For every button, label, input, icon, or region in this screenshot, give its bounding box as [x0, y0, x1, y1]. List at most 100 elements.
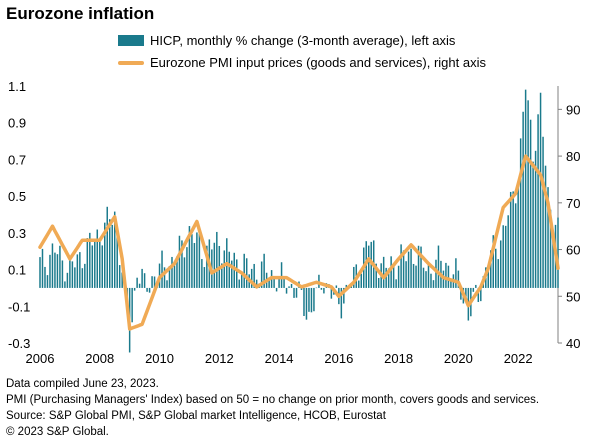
x-axis-tick-label: 2020 [444, 351, 473, 366]
hicp-bar [524, 89, 527, 288]
hicp-bar [544, 165, 547, 288]
hicp-bar [216, 231, 218, 288]
x-axis-tick-label: 2006 [26, 351, 55, 366]
hicp-bar [104, 222, 106, 288]
hicp-bar [161, 250, 163, 288]
hicp-bar [96, 229, 99, 288]
hicp-bar [278, 277, 280, 288]
hicp-bar [457, 270, 460, 288]
hicp-bar [395, 279, 397, 288]
left-axis-tick-label: 0.3 [8, 226, 26, 241]
hicp-bar [547, 187, 549, 288]
hicp-bar [138, 283, 141, 288]
hicp-bar [435, 259, 437, 288]
hicp-bar [402, 250, 405, 288]
hicp-bar [133, 287, 136, 291]
hicp-bar [255, 279, 258, 288]
hicp-bar [445, 262, 447, 288]
hicp-bar [437, 245, 440, 288]
hicp-bar [243, 253, 245, 288]
hicp-bar [39, 257, 41, 288]
hicp-bar [405, 261, 407, 288]
hicp-bar [46, 275, 49, 288]
hicp-bar [41, 248, 44, 288]
hicp-bar [320, 287, 323, 290]
right-axis-tick-label: 60 [566, 243, 580, 258]
hicp-bar [529, 119, 532, 288]
chart-title: Eurozone inflation [6, 4, 155, 23]
hicp-bar [240, 274, 243, 288]
hicp-bar [353, 266, 355, 288]
hicp-bar [507, 215, 509, 288]
hicp-bar [283, 277, 285, 288]
hicp-bar [141, 268, 143, 288]
hicp-bar [460, 287, 462, 300]
hicp-bar [268, 278, 270, 288]
hicp-bar [420, 246, 422, 288]
hicp-bar [171, 256, 173, 288]
hicp-bar [81, 268, 84, 288]
legend-item-pmi: Eurozone PMI input prices (goods and ser… [118, 55, 486, 70]
hicp-bar [79, 252, 81, 288]
hicp-bar [71, 261, 74, 288]
hicp-bar [263, 253, 265, 288]
hicp-bar [370, 241, 372, 288]
left-axis-tick-label: 0.7 [8, 152, 26, 167]
hicp-bar [432, 280, 435, 288]
hicp-bar [201, 259, 203, 288]
hicp-bar [59, 245, 61, 288]
hicp-bar [223, 250, 226, 288]
hicp-bar [407, 251, 410, 288]
hicp-bar [410, 248, 412, 288]
hicp-bar [151, 276, 153, 288]
hicp-bar [382, 256, 385, 288]
hicp-bar [522, 111, 524, 288]
hicp-bar [335, 285, 338, 288]
footnote-pmi-note: PMI (Purchasing Managers' Index) based o… [6, 394, 540, 406]
hicp-bar [116, 233, 118, 288]
hicp-bar [367, 245, 370, 288]
hicp-bar [66, 272, 69, 288]
hicp-bar [377, 277, 380, 288]
hicp-bar [492, 235, 494, 288]
hicp-bar [308, 287, 310, 312]
hicp-bar [64, 281, 66, 288]
hicp-bar [397, 265, 400, 288]
hicp-bar [183, 257, 186, 288]
hicp-bar [392, 264, 395, 288]
hicp-bar [537, 114, 539, 288]
hicp-bar [390, 256, 392, 288]
left-axis-tick-label: 0.1 [8, 263, 26, 278]
hicp-bar [425, 271, 427, 288]
hicp-bar [91, 245, 94, 288]
hicp-bar [153, 276, 156, 288]
hicp-bar [330, 287, 333, 299]
hicp-bar [514, 203, 517, 288]
footnote-source: Source: S&P Global PMI, S&P Global marke… [6, 410, 386, 422]
hicp-bar [343, 287, 345, 304]
right-axis-tick-label: 40 [566, 336, 580, 351]
hicp-bar [475, 284, 477, 288]
hicp-bar [285, 287, 288, 294]
x-axis-tick-label: 2010 [145, 351, 174, 366]
hicp-bar [89, 232, 91, 288]
hicp-bar [487, 266, 490, 288]
x-axis-tick-label: 2022 [504, 351, 533, 366]
hicp-bar [447, 265, 450, 288]
hicp-bar [305, 287, 308, 320]
hicp-bar [290, 283, 293, 288]
hicp-bar [350, 286, 353, 288]
left-axis-tick-label: -0.1 [8, 299, 30, 314]
hicp-bar [480, 287, 482, 302]
hicp-bar [502, 225, 504, 288]
hicp-bar [539, 92, 542, 288]
hicp-bar [99, 239, 101, 288]
hicp-bar [196, 232, 198, 288]
legend-swatch-hicp [118, 35, 144, 46]
hicp-bar [313, 287, 315, 312]
right-axis-tick-label: 90 [566, 102, 580, 117]
x-axis-tick-label: 2008 [85, 351, 114, 366]
hicp-bar [288, 286, 290, 288]
footnote-compiled: Data compiled June 23, 2023. [6, 378, 159, 390]
hicp-bar [163, 267, 166, 288]
